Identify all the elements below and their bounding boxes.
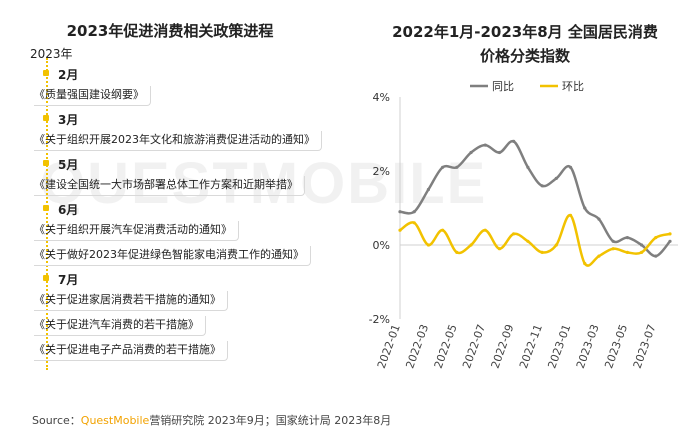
data-point <box>412 210 416 214</box>
timeline-policy-item: 《关于组织开展2023年文化和旅游消费促进活动的通知》 <box>34 131 322 151</box>
timeline-policy-item: 《关于促进电子产品消费的若干措施》 <box>34 341 228 361</box>
left-panel-title: 2023年促进消费相关政策进程 <box>66 22 274 40</box>
data-point <box>426 243 431 247</box>
data-point <box>625 236 629 240</box>
right-panel-title: 2022年1月-2023年8月 全国居民消费 价格分类指数 <box>350 20 700 68</box>
data-point <box>554 243 558 247</box>
x-tick-label: 2023-07 <box>631 323 659 371</box>
timeline-policy-item: 《关于促进汽车消费的若干措施》 <box>34 316 206 336</box>
data-point <box>540 184 544 188</box>
cpi-line-chart: 4% 2% 0% -2% 2022-01 2022-03 2022-05 2022-07 202… <box>350 70 695 400</box>
data-point <box>469 243 473 247</box>
timeline-line <box>46 58 48 370</box>
data-point <box>540 250 544 254</box>
data-point <box>398 228 402 232</box>
y-tick-label: 2% <box>373 165 390 178</box>
timeline-month-label: 2月 <box>58 68 79 82</box>
timeline-year: 2023年 <box>30 47 73 61</box>
x-tick-label: 2023-01 <box>545 323 573 371</box>
data-point <box>597 254 601 258</box>
data-point <box>483 143 487 147</box>
source-note: Source：QuestMobile营销研究院 2023年9月；国家统计局 20… <box>32 412 391 428</box>
data-point <box>625 250 629 254</box>
legend-label: 同比 <box>492 80 514 93</box>
series-line <box>399 214 671 267</box>
x-tick-label: 2022-03 <box>403 323 431 371</box>
series-line <box>399 139 671 258</box>
chart-title-line2: 价格分类指数 <box>479 47 570 65</box>
data-point <box>568 213 573 217</box>
timeline-month-marker <box>43 115 49 121</box>
x-tick-label: 2022-11 <box>517 323 545 371</box>
data-point <box>412 221 416 225</box>
chart-svg: 4%2%0%-2%2022-01 2022-03 2022-05 2022-07 202… <box>369 80 678 371</box>
legend-label: 环比 <box>562 80 584 93</box>
data-point <box>469 150 473 155</box>
x-tick-label: 2022-07 <box>460 323 488 371</box>
y-tick-label: 0% <box>373 239 390 252</box>
x-tick-label: 2022-05 <box>432 323 460 371</box>
data-point <box>526 165 530 169</box>
source-prefix: Source： <box>32 414 81 427</box>
data-point <box>512 232 516 236</box>
data-point <box>611 239 615 243</box>
timeline-month-marker <box>43 70 49 76</box>
data-point <box>568 165 573 169</box>
x-tick-label: 2023-03 <box>574 323 602 371</box>
timeline-month-label: 6月 <box>58 203 79 217</box>
timeline-policy-item: 《建设全国统一大市场部署总体工作方案和近期举措》 <box>34 176 305 196</box>
data-point <box>654 236 658 240</box>
data-point <box>512 139 516 143</box>
timeline-month-label: 7月 <box>58 273 79 287</box>
data-point <box>583 206 587 210</box>
timeline-policy-item: 《质量强国建设纲要》 <box>34 86 151 106</box>
data-point <box>668 232 672 236</box>
data-point <box>639 250 644 254</box>
chart-title-line1: 2022年1月-2023年8月 全国居民消费 <box>392 23 658 41</box>
timeline-month-marker <box>43 160 49 166</box>
source-suffix: 营销研究院 2023年9月；国家统计局 2023年8月 <box>149 414 392 427</box>
data-point <box>668 239 672 243</box>
watermark: QUESTMOBILE <box>40 151 488 216</box>
timeline-month-marker <box>43 205 49 211</box>
data-point <box>639 243 644 247</box>
timeline-month-label: 5月 <box>58 158 79 172</box>
data-point <box>398 210 402 214</box>
data-point <box>441 165 445 169</box>
timeline-month-marker <box>43 275 49 281</box>
timeline-policy-item: 《关于促进家居消费若干措施的通知》 <box>34 291 228 311</box>
data-point <box>497 150 502 155</box>
data-point <box>526 239 530 243</box>
source-brand: QuestMobile <box>80 414 150 427</box>
data-point <box>654 254 658 258</box>
data-point <box>455 250 459 254</box>
data-point <box>583 261 587 266</box>
timeline-policy-item: 《关于做好2023年促进绿色智能家电消费工作的通知》 <box>34 246 311 266</box>
data-point <box>597 217 601 221</box>
x-tick-label: 2023-05 <box>602 323 630 371</box>
timeline-policy-item: 《关于组织开展汽车促消费活动的通知》 <box>34 221 239 241</box>
timeline-month-label: 3月 <box>58 113 79 127</box>
data-point <box>483 228 487 232</box>
data-point <box>611 247 615 251</box>
data-point <box>455 165 459 169</box>
data-point <box>426 187 431 192</box>
data-point <box>441 228 445 232</box>
y-tick-label: -2% <box>369 313 390 326</box>
data-point <box>497 247 502 251</box>
y-tick-label: 4% <box>373 91 390 104</box>
x-tick-label: 2022-09 <box>489 323 517 371</box>
x-tick-label: 2022-01 <box>375 323 403 371</box>
data-point <box>554 176 558 180</box>
